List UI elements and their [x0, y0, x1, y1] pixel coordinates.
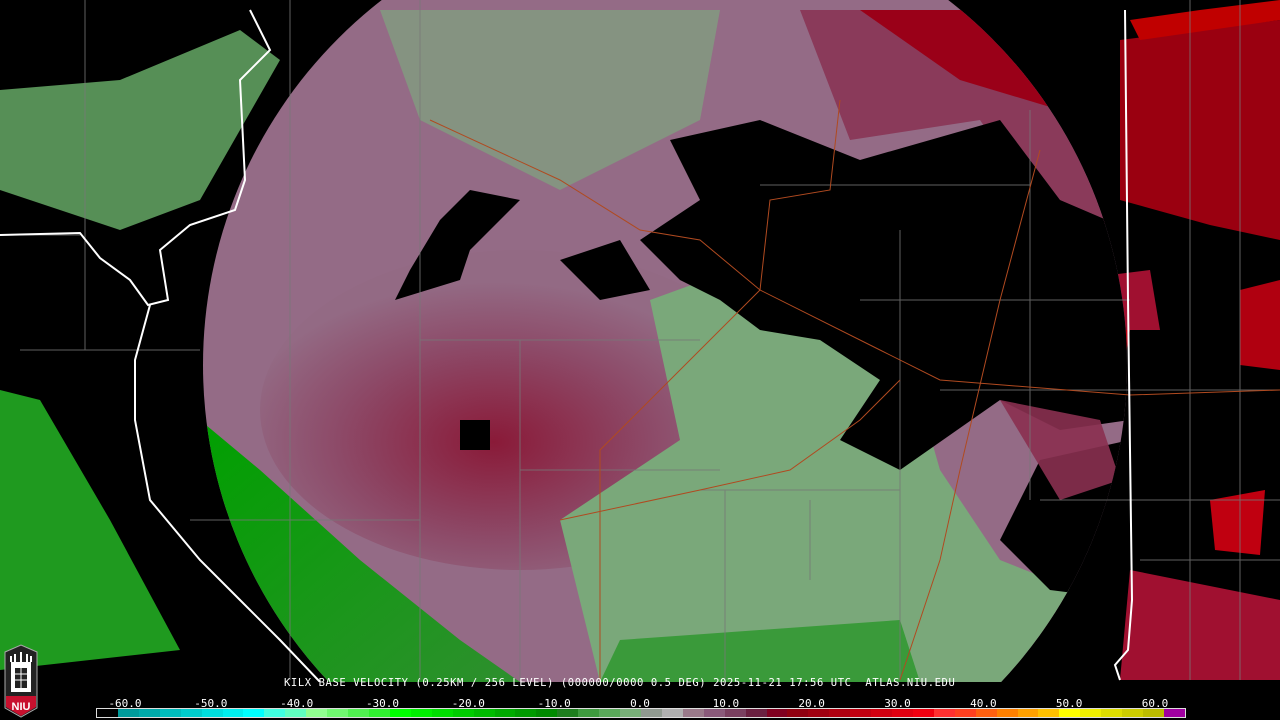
- colorbar-swatch: [180, 709, 202, 717]
- colorbar-swatch: [599, 709, 621, 717]
- colorbar-swatch: [745, 709, 767, 717]
- colorbar-swatch: [954, 709, 976, 717]
- velocity-colorbar: [96, 708, 1186, 718]
- colorbar-swatch: [850, 709, 872, 717]
- colorbar-swatch: [452, 709, 474, 717]
- highways: [429, 99, 1280, 681]
- colorbar-tick-label: -10.0: [537, 697, 571, 710]
- colorbar-swatch: [201, 709, 223, 717]
- colorbar-swatch: [243, 709, 265, 717]
- colorbar-swatch: [536, 709, 558, 717]
- colorbar-tick-labels: -60.0 -50.0 -40.0 -30.0 -20.0 -10.0 0.0 10.0 20.…: [0, 697, 1280, 710]
- colorbar-swatch: [138, 709, 160, 717]
- colorbar-swatch: [327, 709, 349, 717]
- colorbar-swatch: [578, 709, 600, 717]
- colorbar-swatch: [871, 709, 893, 717]
- colorbar-swatch: [97, 709, 118, 717]
- colorbar-swatch: [996, 709, 1018, 717]
- colorbar-tick-label: -60.0: [108, 697, 142, 710]
- colorbar-swatch: [285, 709, 307, 717]
- radar-sweep: [203, 0, 1127, 682]
- colorbar-swatch: [264, 709, 286, 717]
- colorbar-swatch: [724, 709, 746, 717]
- colorbar-swatch: [389, 709, 411, 717]
- colorbar-swatch: [1143, 709, 1165, 717]
- colorbar-swatch: [1164, 709, 1185, 717]
- colorbar-tick-label: 20.0: [798, 697, 825, 710]
- niu-castle-logo-icon: NIU: [4, 644, 38, 718]
- colorbar-swatch: [348, 709, 369, 717]
- colorbar-swatch: [808, 709, 830, 717]
- colorbar-swatch: [117, 709, 139, 717]
- colorbar-swatch: [933, 709, 955, 717]
- colorbar-swatch: [1080, 709, 1102, 717]
- colorbar-swatch: [703, 709, 725, 717]
- colorbar-tick-label: 30.0: [884, 697, 911, 710]
- colorbar-swatch: [473, 709, 495, 717]
- colorbar-swatch: [410, 709, 432, 717]
- colorbar-swatch: [787, 709, 809, 717]
- colorbar-swatch: [975, 709, 997, 717]
- colorbar-tick-label: 40.0: [970, 697, 997, 710]
- colorbar-tick-label: -20.0: [451, 697, 485, 710]
- colorbar-tick-label: 50.0: [1055, 697, 1083, 710]
- colorbar-tick-label: 10.0: [712, 697, 740, 710]
- colorbar-swatch: [1059, 709, 1081, 717]
- colorbar-swatch: [1017, 709, 1039, 717]
- colorbar-swatch: [766, 709, 788, 717]
- colorbar-swatch: [494, 709, 516, 717]
- colorbar-swatch: [640, 709, 662, 717]
- state-boundaries: [0, 9, 1134, 682]
- colorbar-tick-label: 0.0: [630, 697, 650, 710]
- colorbar-swatch: [222, 709, 244, 717]
- colorbar-swatch: [1101, 709, 1123, 717]
- colorbar-tick-label: -50.0: [194, 697, 228, 710]
- colorbar-swatch: [1038, 709, 1060, 717]
- colorbar-swatch: [159, 709, 181, 717]
- colorbar-swatch: [912, 709, 934, 717]
- colorbar-swatch: [368, 709, 390, 717]
- colorbar-swatch: [1122, 709, 1144, 717]
- colorbar-swatch: [431, 709, 453, 717]
- logo-text: NIU: [12, 701, 31, 713]
- colorbar-swatch: [515, 709, 537, 717]
- colorbar-swatch: [306, 709, 328, 717]
- colorbar-swatch: [829, 709, 851, 717]
- colorbar-swatch: [892, 709, 913, 717]
- radar-map: [0, 0, 1280, 682]
- colorbar-tick-label: 60.0: [1141, 697, 1169, 710]
- colorbar-swatch: [661, 709, 683, 717]
- colorbar-swatch: [620, 709, 641, 717]
- colorbar-swatch: [682, 709, 704, 717]
- colorbar-swatch: [557, 709, 579, 717]
- colorbar-tick-label: -30.0: [365, 697, 400, 710]
- product-caption: KILX BASE VELOCITY (0.25KM / 256 LEVEL) …: [284, 677, 956, 689]
- county-boundaries: [0, 0, 1280, 680]
- colorbar-tick-label: -40.0: [280, 697, 314, 710]
